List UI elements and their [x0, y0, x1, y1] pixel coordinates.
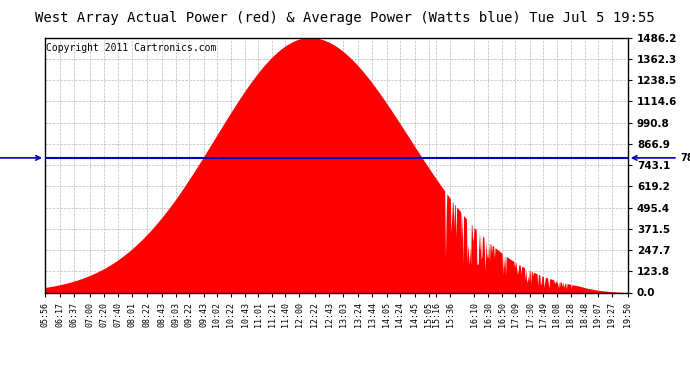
Text: 784.52: 784.52 — [0, 153, 40, 163]
Text: Copyright 2011 Cartronics.com: Copyright 2011 Cartronics.com — [46, 43, 217, 52]
Text: 784.52: 784.52 — [633, 153, 690, 163]
Text: West Array Actual Power (red) & Average Power (Watts blue) Tue Jul 5 19:55: West Array Actual Power (red) & Average … — [35, 11, 655, 25]
